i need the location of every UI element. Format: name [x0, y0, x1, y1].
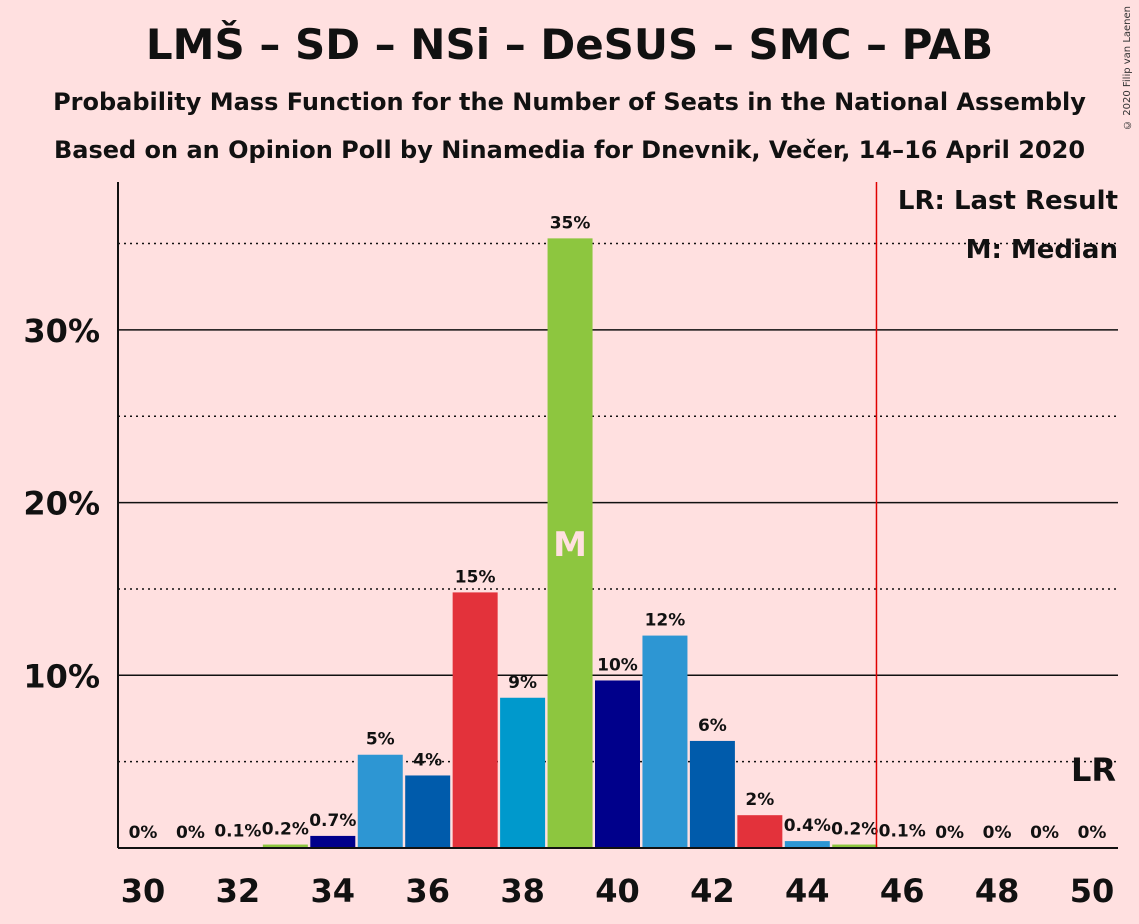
- bar-label-seat-40: 10%: [597, 655, 638, 675]
- bar-seat-41: [642, 635, 688, 848]
- bar-label-seat-37: 15%: [455, 567, 496, 587]
- x-tick-label: 32: [216, 872, 261, 910]
- bar-label-seat-36: 4%: [413, 750, 442, 770]
- bar-label-seat-49: 0%: [1030, 823, 1059, 843]
- bar-label-seat-47: 0%: [935, 823, 964, 843]
- x-tick-label: 48: [975, 872, 1020, 910]
- x-tick-label: 34: [311, 872, 356, 910]
- bar-label-seat-30: 0%: [129, 823, 158, 843]
- bar-label-seat-39: 35%: [550, 213, 591, 233]
- bar-label-seat-41: 12%: [645, 611, 686, 631]
- bar-label-seat-31: 0%: [176, 823, 205, 843]
- bar-label-seat-35: 5%: [366, 730, 395, 750]
- legend-last-result: LR: Last Result: [898, 186, 1118, 216]
- y-tick-label: 30%: [23, 312, 100, 350]
- bar-label-seat-42: 6%: [698, 716, 727, 736]
- x-tick-label: 44: [785, 872, 830, 910]
- bar-seat-34: [310, 835, 356, 848]
- bar-label-seat-45: 0.2%: [831, 820, 878, 840]
- x-tick-label: 46: [880, 872, 925, 910]
- bar-seat-33: [262, 844, 308, 848]
- chart-subtitle-1: Probability Mass Function for the Number…: [53, 88, 1086, 116]
- bar-label-seat-48: 0%: [983, 823, 1012, 843]
- last-result-marker: LR: [1071, 751, 1116, 789]
- y-tick-label: 20%: [23, 485, 100, 523]
- bar-seat-36: [405, 775, 451, 848]
- bar-label-seat-38: 9%: [508, 673, 537, 693]
- bar-seat-45: [832, 844, 878, 848]
- bar-seat-39: [547, 238, 593, 848]
- bar-label-seat-33: 0.2%: [262, 820, 309, 840]
- x-tick-label: 42: [690, 872, 735, 910]
- bar-seat-38: [500, 697, 546, 848]
- x-tick-label: 36: [405, 872, 450, 910]
- x-tick-label: 50: [1070, 872, 1115, 910]
- bar-label-seat-44: 0.4%: [784, 816, 831, 836]
- x-tick-label: 30: [121, 872, 166, 910]
- bar-label-seat-43: 2%: [745, 790, 774, 810]
- x-tick-label: 38: [500, 872, 545, 910]
- bar-seat-42: [689, 740, 735, 848]
- median-marker: M: [553, 525, 587, 565]
- bar-seat-43: [737, 815, 783, 848]
- bar-label-seat-32: 0.1%: [214, 821, 261, 841]
- legend-median: M: Median: [966, 235, 1118, 265]
- bar-seat-37: [452, 592, 498, 848]
- bar-seat-44: [784, 841, 830, 848]
- chart-subtitle-2: Based on an Opinion Poll by Ninamedia fo…: [53, 136, 1086, 164]
- bar-seat-40: [595, 680, 640, 848]
- bar-label-seat-46: 0.1%: [879, 821, 926, 841]
- bar-label-seat-34: 0.7%: [309, 811, 356, 831]
- x-tick-label: 40: [595, 872, 640, 910]
- bar-label-seat-50: 0%: [1078, 823, 1107, 843]
- y-tick-label: 10%: [23, 657, 100, 695]
- bar-seat-35: [357, 754, 403, 848]
- chart-title: LMŠ – SD – NSi – DeSUS – SMC – PAB: [145, 20, 994, 69]
